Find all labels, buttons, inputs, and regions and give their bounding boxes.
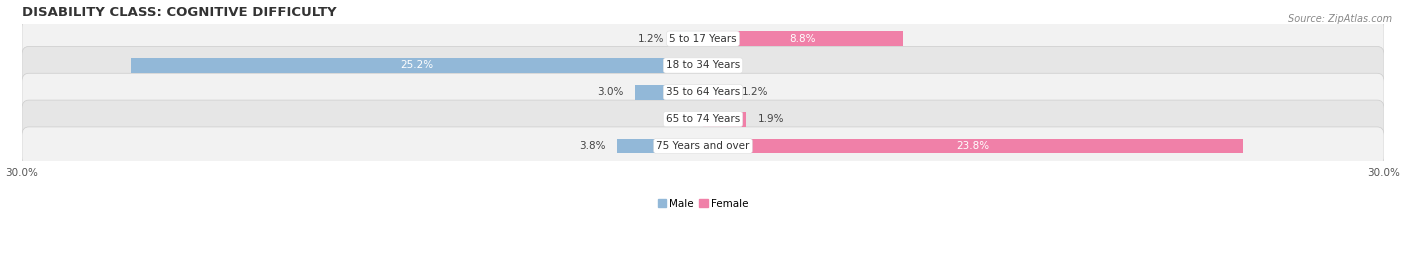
Bar bbox=[703, 85, 730, 100]
Text: 8.8%: 8.8% bbox=[790, 34, 815, 44]
FancyBboxPatch shape bbox=[22, 73, 1384, 111]
FancyBboxPatch shape bbox=[22, 46, 1384, 85]
Bar bbox=[636, 85, 703, 100]
Text: DISABILITY CLASS: COGNITIVE DIFFICULTY: DISABILITY CLASS: COGNITIVE DIFFICULTY bbox=[22, 6, 336, 19]
Text: 18 to 34 Years: 18 to 34 Years bbox=[666, 60, 740, 70]
Text: 1.2%: 1.2% bbox=[638, 34, 665, 44]
Text: 0.0%: 0.0% bbox=[714, 60, 741, 70]
Bar bbox=[703, 31, 903, 46]
FancyBboxPatch shape bbox=[22, 100, 1384, 138]
Text: 65 to 74 Years: 65 to 74 Years bbox=[666, 114, 740, 124]
Text: 35 to 64 Years: 35 to 64 Years bbox=[666, 87, 740, 97]
FancyBboxPatch shape bbox=[22, 20, 1384, 58]
Text: 1.9%: 1.9% bbox=[758, 114, 785, 124]
Text: 0.0%: 0.0% bbox=[665, 114, 692, 124]
Bar bbox=[676, 31, 703, 46]
Bar bbox=[703, 139, 1243, 153]
Bar bbox=[703, 112, 747, 127]
Text: 3.8%: 3.8% bbox=[579, 141, 606, 151]
Text: 5 to 17 Years: 5 to 17 Years bbox=[669, 34, 737, 44]
FancyBboxPatch shape bbox=[22, 127, 1384, 165]
Bar bbox=[131, 58, 703, 73]
Text: Source: ZipAtlas.com: Source: ZipAtlas.com bbox=[1288, 14, 1392, 23]
Text: 75 Years and over: 75 Years and over bbox=[657, 141, 749, 151]
Text: 23.8%: 23.8% bbox=[956, 141, 990, 151]
Text: 3.0%: 3.0% bbox=[598, 87, 623, 97]
Text: 1.2%: 1.2% bbox=[741, 87, 768, 97]
Bar bbox=[617, 139, 703, 153]
Legend: Male, Female: Male, Female bbox=[654, 195, 752, 213]
Text: 25.2%: 25.2% bbox=[401, 60, 433, 70]
